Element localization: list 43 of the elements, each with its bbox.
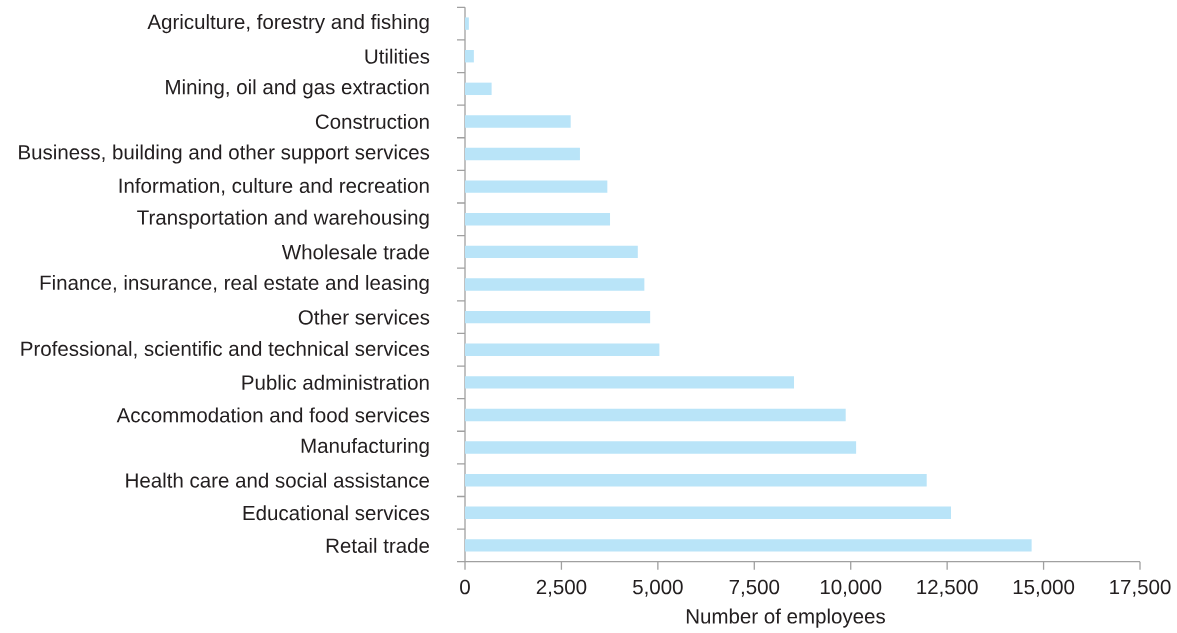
y-tick-label: Transportation and warehousing (137, 209, 429, 229)
bar (465, 473, 927, 487)
x-tick-label: 12,500 (917, 579, 978, 597)
bar (465, 115, 571, 128)
bar (465, 180, 608, 193)
y-tick-label: Utilities (365, 48, 430, 64)
x-axis-title: Number of employees (686, 608, 885, 628)
y-tick-label: Finance, insurance, real estate and leasing (40, 274, 429, 295)
y-tick-label: Educational services (243, 505, 430, 521)
x-tick-label: 17,500 (1110, 579, 1171, 597)
y-tick-label: Other services (298, 309, 430, 325)
y-tick-label: Business, building and other support services (19, 144, 430, 164)
bar (465, 408, 846, 422)
y-tick-label: Accommodation and food services (116, 407, 430, 423)
y-tick-label: Wholesale trade (281, 244, 430, 260)
y-tick-label: Public administration (242, 374, 429, 390)
x-tick-label: 5,000 (633, 579, 683, 597)
x-tick-label: 7,500 (729, 579, 780, 597)
bar (465, 213, 611, 226)
bar (465, 17, 469, 30)
x-tick-label: 2,500 (536, 579, 587, 597)
bar (465, 343, 660, 356)
bar (465, 278, 645, 291)
y-tick-label: Construction (315, 113, 429, 129)
x-tick-label: 0 (460, 579, 470, 595)
bar (465, 50, 474, 63)
y-tick-label: Manufacturing (301, 438, 429, 458)
x-tick-label: 15,000 (1013, 579, 1075, 597)
x-tick-label: 10,000 (820, 579, 882, 597)
y-tick-label: Retail trade (326, 537, 430, 553)
bar (465, 82, 492, 96)
bar (465, 539, 1032, 552)
bar (465, 245, 638, 259)
y-tick-label: Information, culture and recreation (119, 177, 429, 196)
bar (465, 147, 580, 161)
bar (465, 310, 651, 324)
y-tick-label: Agriculture, forestry and fishing (147, 14, 429, 34)
bar (465, 441, 857, 454)
bar (465, 506, 951, 519)
y-tick-label: Health care and social assistance (126, 472, 429, 488)
y-tick-label: Professional, scientific and technical services (21, 340, 430, 359)
bar (465, 376, 795, 389)
y-tick-label: Mining, oil and gas extraction (166, 79, 429, 99)
